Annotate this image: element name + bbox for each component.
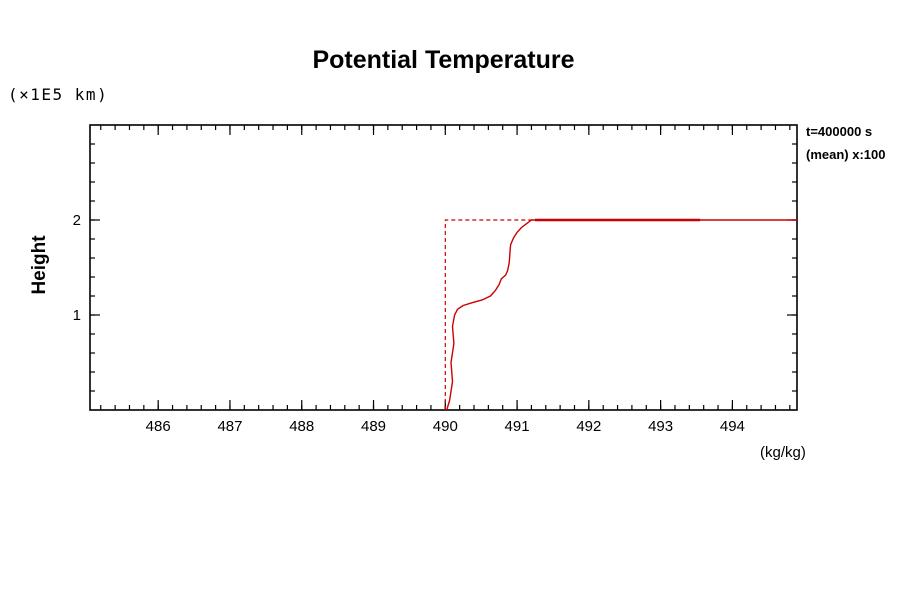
annotation-mean: (mean) x:100 (806, 147, 886, 162)
x-tick-label: 491 (505, 418, 530, 435)
x-tick-label: 493 (648, 418, 673, 435)
annotation-time: t=400000 s (806, 124, 873, 139)
x-tick-label: 490 (433, 418, 458, 435)
x-tick-label: 488 (289, 418, 314, 435)
x-tick-label: 494 (720, 418, 745, 435)
x-tick-label: 489 (361, 418, 386, 435)
y-axis-scale-label: (×1E5 km) (8, 85, 109, 104)
y-tick-label: 2 (73, 212, 81, 229)
x-tick-label: 492 (576, 418, 601, 435)
x-tick-label: 486 (146, 418, 171, 435)
y-tick-label: 1 (73, 307, 81, 324)
chart-title: Potential Temperature (312, 46, 575, 74)
x-tick-label: 487 (217, 418, 242, 435)
x-axis-unit-label: (kg/kg) (760, 444, 806, 461)
plot-frame (89, 124, 798, 411)
mean-profile-line (446, 219, 797, 411)
reference-profile-line (444, 219, 538, 410)
